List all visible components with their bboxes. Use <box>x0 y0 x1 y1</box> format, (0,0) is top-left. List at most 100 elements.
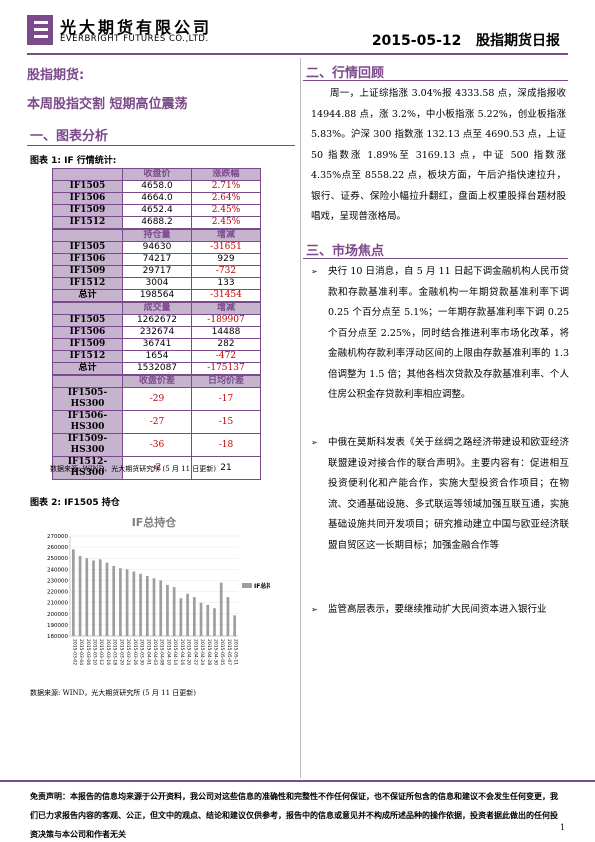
table-row: IF1505 94630 -31651 <box>52 241 261 254</box>
section-underline <box>303 80 568 81</box>
bar <box>125 569 129 636</box>
table-row: 总计 1532087 -175137 <box>52 362 261 376</box>
bullet-arrow-icon: ➢ <box>311 267 318 276</box>
table-cell: -175137 <box>191 362 261 376</box>
table-row-label: IF1509 <box>52 204 123 217</box>
x-tick-label: 2015-04-14 <box>172 639 178 665</box>
table-row: IF1506 4664.0 2.64% <box>52 192 261 205</box>
table-row-label: IF1506 <box>52 253 123 266</box>
y-tick-label: 250000 <box>47 556 68 562</box>
report-name: 股指期货日报 <box>476 33 560 49</box>
bar <box>172 587 176 636</box>
table-cell: 282 <box>191 338 261 351</box>
bar <box>179 598 183 636</box>
x-tick-label: 2015-03-24 <box>125 639 131 665</box>
report-headline: 本周股指交割 短期高位震荡 <box>27 97 188 112</box>
table-cell: -2 <box>122 456 192 480</box>
table-row-label: IF1509 <box>52 265 123 278</box>
bar <box>166 584 169 636</box>
company-name-en: EVERBRIGHT FUTURES CO.,LTD. <box>60 34 209 44</box>
table-cell: 94630 <box>122 241 192 254</box>
table-cell: 1262672 <box>122 314 192 327</box>
focus-item: ➢ 中俄在莫斯科发表《关于丝绸之路经济带建设和欧亚经济联盟建设对接合作的联合声明》… <box>311 433 569 556</box>
x-tick-label: 2015-03-30 <box>139 639 145 665</box>
table-row: IF1506-HS300 -27 -15 <box>52 410 261 434</box>
section-title-market-review: 二、行情回顾 <box>306 66 385 81</box>
table-column-header: 成交量 <box>122 301 192 315</box>
table-row: IF1509 36741 282 <box>52 338 261 351</box>
table-cell: -31454 <box>191 289 261 303</box>
table-cell: 929 <box>191 253 261 266</box>
table-cell: -472 <box>191 350 261 363</box>
table-cell: 36741 <box>122 338 192 351</box>
x-tick-label: 2015-03-10 <box>92 639 98 665</box>
table-cell: 29717 <box>122 265 192 278</box>
y-tick-label: 230000 <box>47 578 68 584</box>
table-cell: 4664.0 <box>122 192 192 205</box>
table-column-header: 涨跌幅 <box>191 168 261 181</box>
x-tick-label: 2015-03-26 <box>132 639 138 665</box>
table-row: IF1505 4658.0 2.71% <box>52 180 261 193</box>
table-row: 总计 198564 -31454 <box>52 289 261 303</box>
table-corner-cell <box>52 168 123 181</box>
bar <box>206 604 210 636</box>
bar <box>139 573 142 636</box>
x-tick-label: 2015-04-10 <box>165 639 171 665</box>
table-row: IF1512-HS300 -2 21 <box>52 456 261 480</box>
page-number: 1 <box>560 823 566 832</box>
table-row: IF1505-HS300 -29 -17 <box>52 387 261 411</box>
x-tick-label: 2015-04-28 <box>206 639 212 665</box>
x-tick-label: 2015-04-03 <box>152 639 158 665</box>
table-header-row: 成交量 增减 <box>52 301 261 315</box>
table-column-header: 增减 <box>191 301 261 315</box>
bar <box>226 597 230 636</box>
figure1-source: 数据来源: WIND、光大期货研究所 (5 月 11 日更新) <box>50 465 217 473</box>
bar <box>145 576 149 636</box>
x-tick-label: 2015-03-02 <box>71 639 77 665</box>
table-header-row: 持仓量 增减 <box>52 228 261 242</box>
legend-label: IF总持仓 <box>254 582 270 590</box>
x-tick-label: 2015-03-20 <box>118 639 124 665</box>
bar <box>85 558 89 636</box>
legend-swatch <box>242 583 252 588</box>
disclaimer: 免责声明：本报告的信息均来源于公开资料，我公司对这些信息的准确性和完整性不作任何… <box>30 791 558 839</box>
table-corner-cell <box>52 374 123 388</box>
bar <box>78 556 82 636</box>
table-column-header: 增减 <box>191 228 261 242</box>
section-underline <box>303 258 568 259</box>
company-name-cn: 光大期货有限公司 <box>60 18 213 37</box>
table-row: IF1512 1654 -472 <box>52 350 261 363</box>
table-column-header: 日均价差 <box>191 374 261 388</box>
section-title-chart-analysis: 一、图表分析 <box>30 129 109 144</box>
table-row-label: IF1505 <box>52 241 123 254</box>
table-cell: 2.45% <box>191 204 261 217</box>
y-tick-label: 190000 <box>47 623 68 629</box>
column-divider <box>300 58 301 778</box>
table-row-label: IF1506 <box>52 192 123 205</box>
table-cell: -29 <box>122 387 192 411</box>
table-row-label: IF1512 <box>52 277 123 290</box>
bar <box>199 602 203 636</box>
table-corner-cell <box>52 228 123 242</box>
table-row-label: IF1509 <box>52 338 123 351</box>
table-row: IF1509-HS300 -36 -18 <box>52 433 261 457</box>
section-underline <box>27 145 295 146</box>
bar <box>213 608 216 636</box>
x-tick-label: 2015-04-16 <box>179 639 185 665</box>
focus-item: ➢ 央行 10 日消息，自 5 月 11 日起下调金融机构人民币贷款和存款基准利率… <box>311 262 569 406</box>
x-tick-label: 2015-04-22 <box>192 639 198 665</box>
report-category: 股指期货: <box>27 68 85 83</box>
table-row: IF1505 1262672 -189907 <box>52 314 261 327</box>
bar <box>219 582 223 636</box>
bar <box>105 562 109 636</box>
table-header-row: 收盘价差 日均价差 <box>52 374 261 388</box>
table-cell: 4652.4 <box>122 204 192 217</box>
table-cell: -189907 <box>191 314 261 327</box>
table-row-label: IF1512 <box>52 350 123 363</box>
y-tick-label: 210000 <box>47 601 68 607</box>
chart-title: IF总持仓 <box>132 515 178 529</box>
table-cell: 2.45% <box>191 216 261 230</box>
footer <box>0 780 595 842</box>
bar <box>152 578 156 636</box>
x-tick-label: 2015-05-11 <box>233 639 239 665</box>
